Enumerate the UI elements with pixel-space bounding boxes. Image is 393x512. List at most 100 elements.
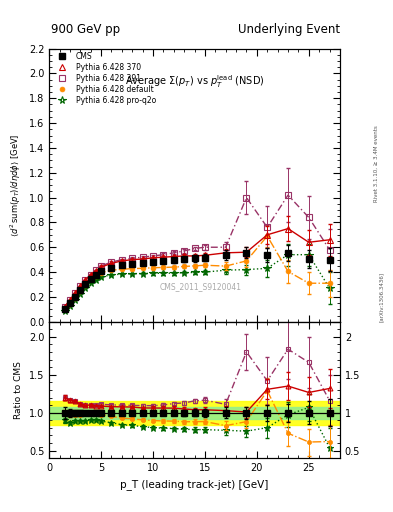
Pythia 6.428 370: [161, 254, 166, 260]
Pythia 6.428 391: [202, 244, 207, 250]
Text: [arXiv:1306.3436]: [arXiv:1306.3436]: [379, 272, 384, 322]
Pythia 6.428 391: [286, 192, 290, 198]
Pythia 6.428 default: [62, 306, 67, 312]
CMS: [94, 272, 98, 278]
Pythia 6.428 370: [265, 232, 270, 238]
Pythia 6.428 default: [244, 258, 249, 264]
Line: Pythia 6.428 391: Pythia 6.428 391: [62, 193, 332, 310]
CMS: [151, 259, 155, 265]
Pythia 6.428 391: [140, 254, 145, 260]
CMS: [327, 257, 332, 263]
Pythia 6.428 391: [244, 195, 249, 201]
Y-axis label: $\langle d^2\,\mathrm{sum}(p_T)/d\eta d\phi\rangle$ [GeV]: $\langle d^2\,\mathrm{sum}(p_T)/d\eta d\…: [9, 134, 23, 237]
Pythia 6.428 default: [223, 263, 228, 269]
CMS: [140, 260, 145, 266]
Pythia 6.428 pro-q2o: [78, 291, 83, 297]
CMS: [192, 255, 197, 262]
Pythia 6.428 370: [192, 253, 197, 259]
Pythia 6.428 pro-q2o: [140, 270, 145, 276]
Pythia 6.428 370: [78, 283, 83, 289]
CMS: [83, 281, 88, 287]
CMS: [307, 256, 311, 262]
CMS: [99, 268, 103, 274]
Pythia 6.428 default: [140, 265, 145, 271]
Pythia 6.428 370: [94, 268, 98, 274]
Pythia 6.428 370: [286, 226, 290, 232]
Pythia 6.428 default: [94, 273, 98, 279]
Pythia 6.428 pro-q2o: [99, 274, 103, 280]
Pythia 6.428 default: [78, 288, 83, 294]
Pythia 6.428 default: [130, 266, 134, 272]
Pythia 6.428 370: [83, 277, 88, 283]
Pythia 6.428 370: [327, 237, 332, 243]
Pythia 6.428 default: [73, 294, 77, 301]
Pythia 6.428 370: [88, 271, 93, 278]
Line: Pythia 6.428 pro-q2o: Pythia 6.428 pro-q2o: [61, 251, 333, 314]
Pythia 6.428 391: [130, 255, 134, 262]
Legend: CMS, Pythia 6.428 370, Pythia 6.428 391, Pythia 6.428 default, Pythia 6.428 pro-: CMS, Pythia 6.428 370, Pythia 6.428 391,…: [51, 51, 158, 106]
Pythia 6.428 pro-q2o: [130, 271, 134, 277]
Pythia 6.428 370: [130, 257, 134, 263]
Pythia 6.428 pro-q2o: [68, 303, 72, 309]
Line: Pythia 6.428 370: Pythia 6.428 370: [62, 226, 332, 310]
Pythia 6.428 391: [327, 247, 332, 253]
Pythia 6.428 default: [192, 263, 197, 269]
Pythia 6.428 391: [73, 290, 77, 296]
Text: Rivet 3.1.10, ≥ 3.4M events: Rivet 3.1.10, ≥ 3.4M events: [374, 125, 379, 202]
Pythia 6.428 default: [202, 262, 207, 268]
Pythia 6.428 pro-q2o: [223, 267, 228, 273]
Pythia 6.428 370: [223, 250, 228, 256]
Pythia 6.428 pro-q2o: [119, 271, 124, 277]
Pythia 6.428 default: [83, 282, 88, 288]
CMS: [161, 258, 166, 264]
Pythia 6.428 default: [68, 301, 72, 307]
Pythia 6.428 391: [161, 251, 166, 258]
CMS: [171, 257, 176, 263]
Pythia 6.428 pro-q2o: [327, 285, 332, 291]
Pythia 6.428 391: [192, 245, 197, 251]
Line: CMS: CMS: [61, 249, 333, 313]
Pythia 6.428 391: [99, 263, 103, 269]
Pythia 6.428 370: [202, 252, 207, 259]
Pythia 6.428 pro-q2o: [286, 251, 290, 258]
Pythia 6.428 391: [151, 253, 155, 259]
CMS: [78, 287, 83, 293]
CMS: [119, 262, 124, 268]
Pythia 6.428 370: [307, 239, 311, 245]
Pythia 6.428 pro-q2o: [192, 269, 197, 275]
Text: Underlying Event: Underlying Event: [238, 23, 340, 36]
Pythia 6.428 default: [119, 266, 124, 272]
Pythia 6.428 pro-q2o: [202, 269, 207, 275]
Pythia 6.428 370: [244, 249, 249, 255]
Pythia 6.428 391: [265, 224, 270, 230]
Pythia 6.428 391: [307, 215, 311, 221]
Pythia 6.428 pro-q2o: [151, 270, 155, 276]
Pythia 6.428 default: [265, 233, 270, 239]
Pythia 6.428 pro-q2o: [109, 272, 114, 278]
CMS: [68, 300, 72, 306]
CMS: [286, 250, 290, 256]
Pythia 6.428 pro-q2o: [265, 265, 270, 271]
Y-axis label: Ratio to CMS: Ratio to CMS: [14, 361, 23, 419]
Pythia 6.428 391: [88, 271, 93, 278]
Pythia 6.428 pro-q2o: [62, 308, 67, 314]
CMS: [109, 265, 114, 271]
Pythia 6.428 default: [99, 270, 103, 276]
CMS: [62, 306, 67, 312]
Pythia 6.428 370: [140, 256, 145, 262]
Pythia 6.428 391: [171, 250, 176, 256]
Pythia 6.428 391: [68, 297, 72, 303]
CMS: [244, 250, 249, 256]
Pythia 6.428 370: [68, 297, 72, 303]
Pythia 6.428 pro-q2o: [83, 285, 88, 291]
Pythia 6.428 391: [109, 259, 114, 265]
Pythia 6.428 pro-q2o: [88, 280, 93, 286]
Pythia 6.428 391: [182, 248, 187, 254]
Pythia 6.428 pro-q2o: [161, 270, 166, 276]
Pythia 6.428 370: [73, 290, 77, 296]
Text: 900 GeV pp: 900 GeV pp: [51, 23, 120, 36]
Pythia 6.428 default: [307, 280, 311, 286]
CMS: [130, 261, 134, 267]
Pythia 6.428 370: [62, 304, 67, 310]
CMS: [73, 294, 77, 300]
